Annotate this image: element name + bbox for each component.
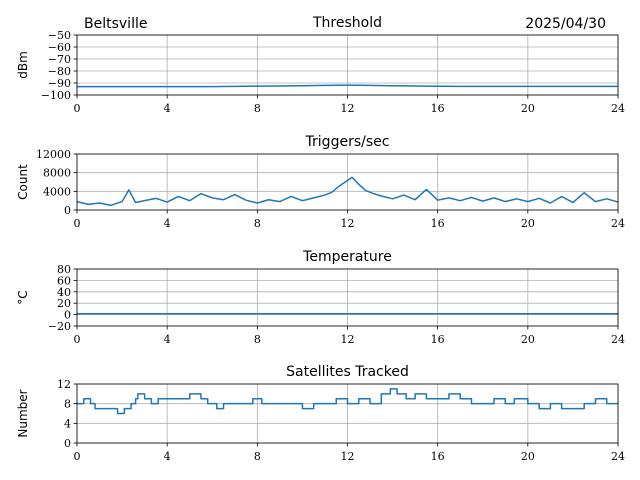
satellites-y-tick-label: 4 xyxy=(64,417,71,430)
threshold-series-line xyxy=(77,84,618,88)
threshold-y-tick-label: −50 xyxy=(48,29,71,42)
temperature-x-tick-label: 24 xyxy=(611,333,625,346)
temperature-x-tick-label: 8 xyxy=(254,333,261,346)
satellites-y-axis-label: Number xyxy=(16,389,30,437)
triggers-y-tick-label: 12000 xyxy=(36,148,71,161)
triggers-y-tick-label: 8000 xyxy=(43,167,71,180)
satellites-x-tick-label: 4 xyxy=(164,450,171,463)
temperature-x-tick-label: 16 xyxy=(431,333,445,346)
triggers-x-tick-label: 16 xyxy=(431,217,445,230)
temperature-x-tick-label: 12 xyxy=(341,333,355,346)
satellites-x-tick-label: 0 xyxy=(74,450,81,463)
triggers-x-tick-label: 20 xyxy=(521,217,535,230)
threshold-y-tick-label: −80 xyxy=(48,65,71,78)
satellites-x-tick-label: 20 xyxy=(521,450,535,463)
satellites-x-tick-label: 12 xyxy=(341,450,355,463)
threshold-x-tick-label: 16 xyxy=(431,102,445,115)
triggers-x-tick-label: 4 xyxy=(164,217,171,230)
threshold-x-tick-label: 12 xyxy=(341,102,355,115)
temperature-y-tick-label: 40 xyxy=(57,286,71,299)
date-label: 2025/04/30 xyxy=(525,16,606,32)
threshold-y-tick-label: −90 xyxy=(48,77,71,90)
satellites-x-tick-label: 16 xyxy=(431,450,445,463)
triggers-x-tick-label: 24 xyxy=(611,217,625,230)
station-name: Beltsville xyxy=(84,16,147,32)
threshold-title: Threshold xyxy=(312,15,382,31)
threshold-panel: 0 4 8 12 16 20 24 −50−60−70−80−90−100 Threshold d… xyxy=(16,15,625,115)
threshold-y-tick-label: −100 xyxy=(41,89,71,102)
triggers-x-tick-label: 0 xyxy=(74,217,81,230)
triggers-y-axis-label: Count xyxy=(16,164,30,200)
threshold-y-tick-label: −70 xyxy=(48,53,71,66)
temperature-y-tick-label: 20 xyxy=(57,297,71,310)
triggers-series-line xyxy=(76,176,619,207)
satellites-y-tick-label: 8 xyxy=(64,398,71,411)
satellites-title: Satellites Tracked xyxy=(286,364,409,380)
triggers-title: Triggers/sec xyxy=(305,134,390,150)
triggers-x-tick-label: 12 xyxy=(341,217,355,230)
triggers-x-tick-label: 8 xyxy=(254,217,261,230)
threshold-x-tick-label: 20 xyxy=(521,102,535,115)
satellites-x-tick-label: 24 xyxy=(611,450,625,463)
triggers-y-tick-label: 4000 xyxy=(43,185,71,198)
temperature-title: Temperature xyxy=(302,249,392,265)
satellites-series-line xyxy=(77,388,618,415)
temperature-x-tick-label: 20 xyxy=(521,333,535,346)
temperature-x-tick-label: 0 xyxy=(74,333,81,346)
threshold-y-tick-label: −60 xyxy=(48,41,71,54)
temperature-x-tick-label: 4 xyxy=(164,333,171,346)
satellites-y-tick-label: 0 xyxy=(64,437,71,450)
temperature-y-tick-label: −20 xyxy=(48,320,71,333)
threshold-x-tick-label: 8 xyxy=(254,102,261,115)
temperature-y-tick-label: 60 xyxy=(57,274,71,287)
triggers-panel: 0 4 8 12 16 20 24 0 4000 8000 12000 Triggers/sec Cou… xyxy=(16,134,625,230)
triggers-y-tick-label: 0 xyxy=(64,204,71,217)
temperature-y-tick-label: 0 xyxy=(64,309,71,322)
satellites-x-tick-label: 8 xyxy=(254,450,261,463)
temperature-y-tick-label: 80 xyxy=(57,263,71,276)
threshold-y-axis-label: dBm xyxy=(16,51,30,79)
threshold-x-tick-label: 24 xyxy=(611,102,625,115)
satellites-panel: 0 4 8 12 16 20 24 0 4 8 12 Satellites Tracked Number xyxy=(16,364,625,463)
threshold-x-tick-label: 4 xyxy=(164,102,171,115)
threshold-x-tick-label: 0 xyxy=(74,102,81,115)
satellites-y-tick-label: 12 xyxy=(57,378,71,391)
temperature-y-axis-label: °C xyxy=(16,290,30,304)
